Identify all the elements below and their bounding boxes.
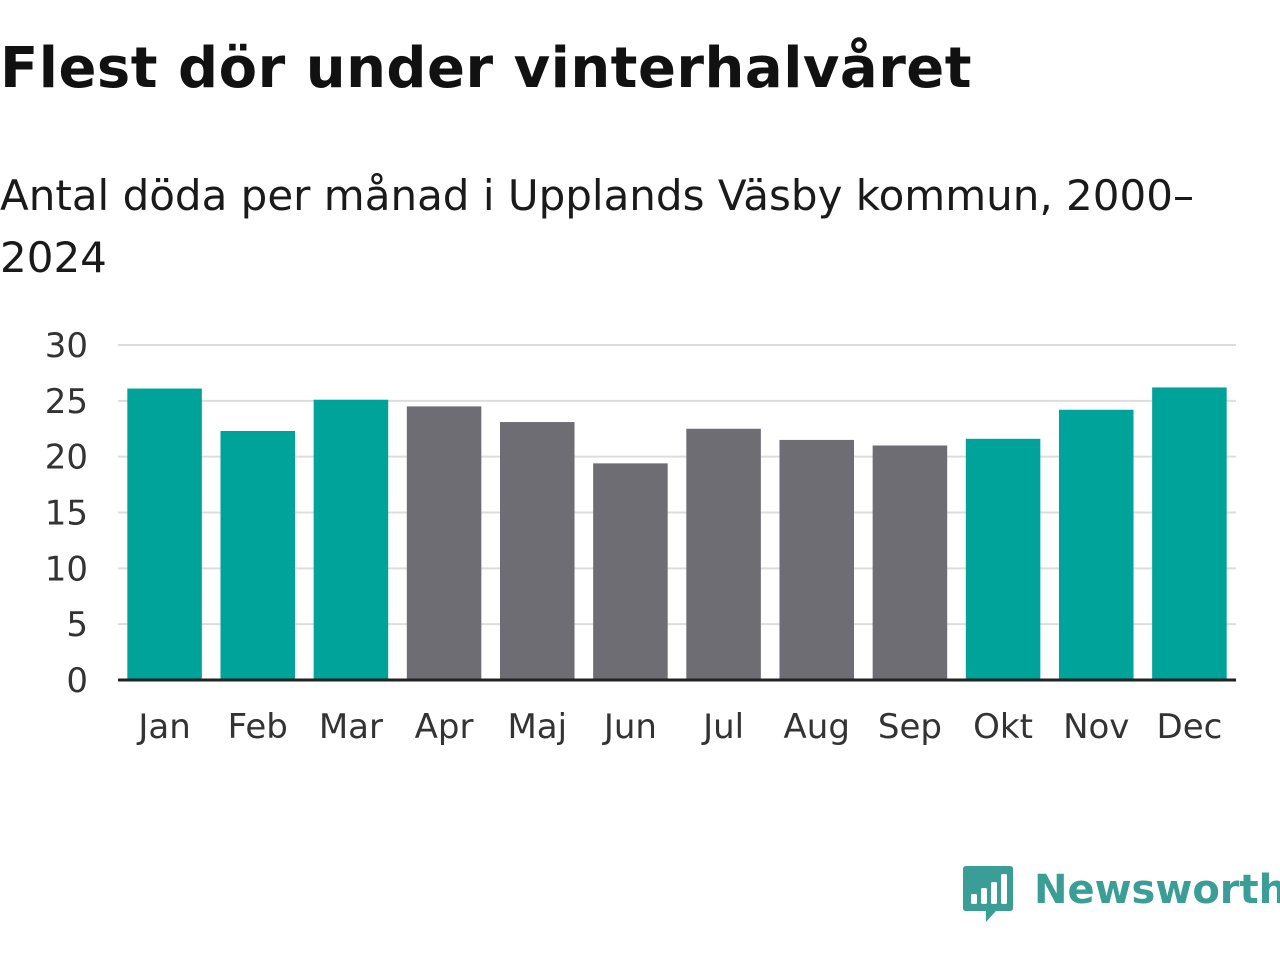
brand-name: Newsworthy [1034, 867, 1280, 913]
bar-maj [499, 422, 575, 680]
bar-apr [406, 406, 482, 680]
gridlines [118, 344, 1236, 626]
x-tick-label: Nov [1063, 707, 1129, 747]
x-tick-label: Jan [136, 707, 190, 747]
bar-dec [1152, 387, 1227, 680]
bar-aug [779, 439, 855, 680]
bar-okt [965, 438, 1041, 680]
x-tick-label: Mar [319, 707, 383, 747]
x-tick-label: Apr [415, 707, 474, 747]
x-tick-label: Jul [701, 707, 744, 747]
x-tick-label: Okt [973, 707, 1033, 747]
y-tick-label: 5 [66, 605, 88, 645]
y-tick-label: 20 [45, 438, 88, 478]
y-tick-label: 0 [66, 661, 88, 701]
x-tick-label: Aug [784, 707, 850, 747]
bar-nov [1058, 409, 1134, 680]
x-tick-label: Sep [878, 707, 942, 747]
bar-jul [686, 428, 761, 680]
bar-jan [127, 388, 202, 680]
x-tick-label: Feb [228, 707, 288, 747]
chart-title: Flest dör under vinterhalvåret [0, 36, 973, 101]
chart-subtitle: Antal döda per månad i Upplands Väsby ko… [0, 171, 1194, 282]
y-tick-label: 30 [45, 326, 88, 366]
bar-sep [872, 445, 948, 680]
y-tick-label: 10 [45, 549, 88, 589]
bar-jun [593, 463, 668, 680]
bar-mar [313, 399, 389, 680]
bar-feb [220, 430, 296, 680]
y-tick-label: 15 [45, 494, 88, 534]
newsworthy-logo-icon [963, 866, 1013, 922]
newsworthy-logo: Newsworthy [962, 864, 1280, 928]
bar-chart: 0 5 10 15 20 25 30 Jan Feb Mar Apr Maj Jun Jul Aug Sep O… [45, 326, 1236, 747]
x-tick-label: Jun [602, 707, 657, 747]
x-tick-label: Dec [1157, 707, 1223, 747]
bars [127, 387, 1227, 680]
x-tick-label: Maj [507, 707, 567, 747]
axes: 0 5 10 15 20 25 30 Jan Feb Mar Apr Maj Jun Jul Aug Sep O… [45, 326, 1236, 747]
y-tick-label: 25 [45, 382, 88, 422]
